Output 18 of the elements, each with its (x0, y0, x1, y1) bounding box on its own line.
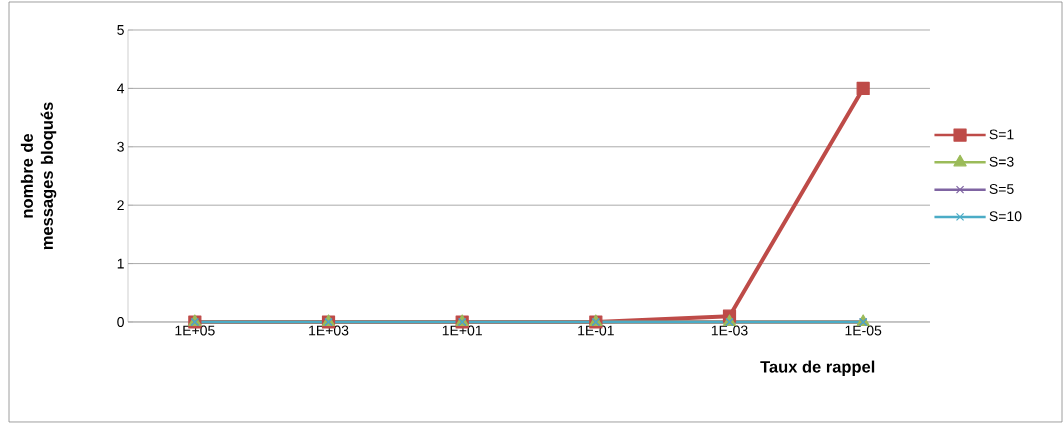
legend-label: S=1 (989, 129, 1014, 140)
y-tick-label: 1 (117, 258, 124, 269)
x-tick-label: 1E-05 (845, 325, 882, 336)
y-tick-label: 2 (117, 200, 124, 211)
x-tick-label: 1E-01 (578, 325, 614, 336)
y-axis-title: nombre de messages bloqués (20, 102, 57, 250)
y-tick-label: 5 (117, 25, 124, 35)
y-tick-label: 0 (117, 317, 124, 327)
legend-label: S=10 (989, 211, 1022, 222)
y-tick-label: 4 (117, 83, 125, 94)
x-axis-title: Taux de rappel (760, 360, 875, 376)
x-tick-label: 1E+03 (309, 325, 349, 336)
x-tick-label: 1E-03 (711, 325, 748, 336)
legend-label: S=3 (989, 156, 1014, 167)
x-tick-label: 1E+05 (175, 325, 215, 336)
legend-label: S=5 (989, 183, 1014, 194)
x-tick-label: 1E+01 (442, 325, 482, 336)
y-tick-label: 3 (117, 141, 124, 152)
